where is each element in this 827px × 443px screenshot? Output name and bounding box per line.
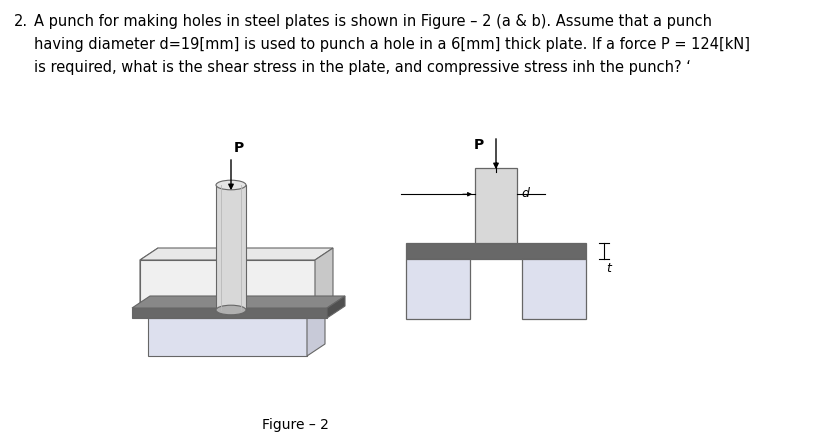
Polygon shape xyxy=(132,296,345,308)
Polygon shape xyxy=(522,259,586,319)
Text: 2.: 2. xyxy=(14,14,28,29)
Polygon shape xyxy=(315,248,333,308)
Polygon shape xyxy=(406,243,586,259)
Polygon shape xyxy=(140,260,315,308)
Polygon shape xyxy=(216,185,246,310)
Text: d: d xyxy=(521,187,529,200)
Polygon shape xyxy=(132,308,327,318)
Polygon shape xyxy=(148,318,307,356)
Text: P: P xyxy=(474,138,484,152)
Polygon shape xyxy=(406,259,470,319)
Polygon shape xyxy=(307,306,325,356)
Polygon shape xyxy=(148,306,325,318)
Polygon shape xyxy=(475,168,517,243)
Polygon shape xyxy=(327,296,345,318)
Text: Figure – 2: Figure – 2 xyxy=(261,418,328,432)
Text: A punch for making holes in steel plates is shown in Figure – 2 (a & b). Assume : A punch for making holes in steel plates… xyxy=(34,14,750,74)
Text: t: t xyxy=(606,262,611,275)
Text: P: P xyxy=(234,141,244,155)
Polygon shape xyxy=(140,248,333,260)
Polygon shape xyxy=(140,248,158,308)
Ellipse shape xyxy=(216,180,246,190)
Ellipse shape xyxy=(216,305,246,315)
